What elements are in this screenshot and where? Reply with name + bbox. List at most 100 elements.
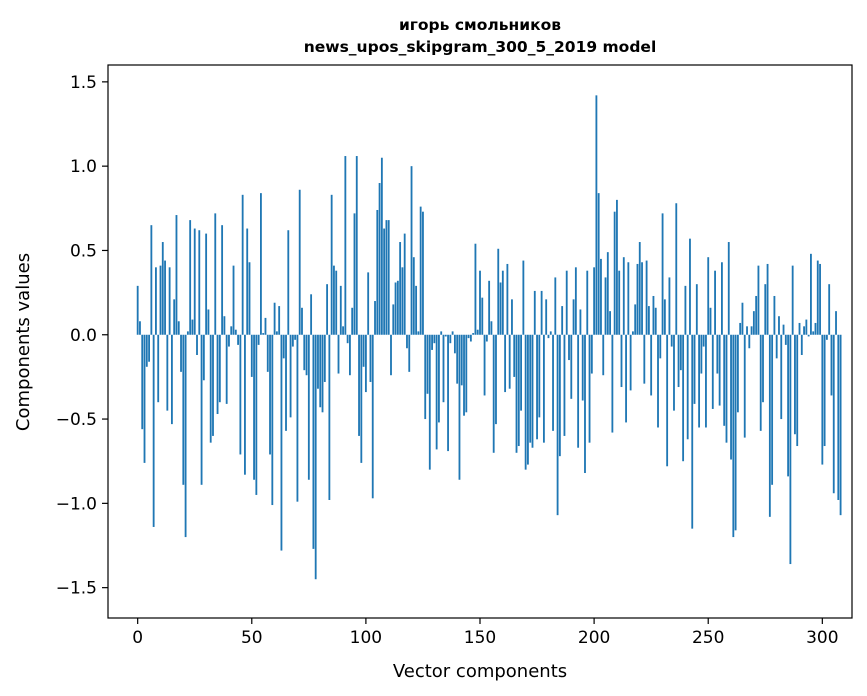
bars-group [136,95,842,580]
x-tick-label: 150 [464,628,496,648]
x-tick-label: 50 [241,628,263,648]
bar [584,334,586,474]
bar [280,334,283,551]
bar [762,334,764,403]
bar [136,285,139,335]
bar [330,194,333,335]
bar [291,334,294,347]
bar [618,270,621,335]
bar [773,295,776,335]
bar [326,284,329,335]
bar [488,280,491,335]
bar [511,299,513,335]
bar [766,263,769,335]
bar [597,193,600,335]
bar [367,272,370,335]
bar [517,334,520,447]
bar [529,334,532,443]
bar [456,334,459,384]
bar [264,317,267,335]
bar [333,265,335,335]
bar [600,258,602,335]
bar [378,183,381,335]
bar [568,334,570,361]
bar [358,334,360,436]
bar [433,334,436,344]
bar [641,262,643,335]
bar [255,334,258,495]
bar [652,295,655,335]
bar [234,329,237,335]
bar [312,334,315,549]
bar [565,270,568,335]
bar [504,334,507,393]
bar [561,306,564,335]
bar [823,334,826,447]
bar [825,334,828,340]
bar [609,311,611,335]
bar [182,334,185,485]
bar [191,319,194,335]
bar [490,321,493,335]
bar [148,334,150,362]
bar [141,334,144,430]
bar [698,334,701,428]
bar [771,334,774,485]
bar [344,156,347,335]
bar [675,203,678,335]
bar [469,334,472,342]
bar [296,334,299,502]
bar [166,334,169,411]
bar [522,260,525,335]
bar [787,334,790,477]
bar [542,334,545,443]
bar [540,290,543,335]
bar [301,307,303,335]
bar [730,334,732,460]
bar [501,270,504,335]
bar [202,334,205,381]
bar [417,331,420,335]
bar [483,334,486,396]
bar [294,334,297,340]
bar [228,334,230,347]
bar [465,334,468,413]
bar [531,334,534,448]
bar [164,260,166,335]
bar [353,213,356,335]
bar [298,189,301,335]
bar [453,334,456,354]
bar [768,334,771,517]
bar [604,277,607,335]
bar [362,334,365,367]
bar [248,262,251,335]
bar [212,334,214,436]
bar [282,334,285,359]
bar [709,307,712,335]
bar [682,334,685,462]
bar [328,334,331,500]
bar [723,334,726,426]
bar [590,334,593,374]
bar [396,280,399,335]
y-tick-label: 1.0 [70,157,97,177]
bar [666,334,669,467]
bar [189,220,192,335]
bar [657,334,659,428]
bar [835,311,837,335]
bar [691,334,694,529]
bar [303,334,306,371]
bar [275,331,278,335]
bar [175,215,178,335]
bar [673,334,675,411]
chart-subtitle: news_upos_skipgram_300_5_2019 model [304,38,657,56]
bar [289,334,292,418]
bar [467,334,470,339]
bar [476,329,479,335]
bar [260,193,262,335]
bar [170,334,173,425]
bar [814,322,817,335]
bar [718,334,721,406]
bar [364,334,367,393]
